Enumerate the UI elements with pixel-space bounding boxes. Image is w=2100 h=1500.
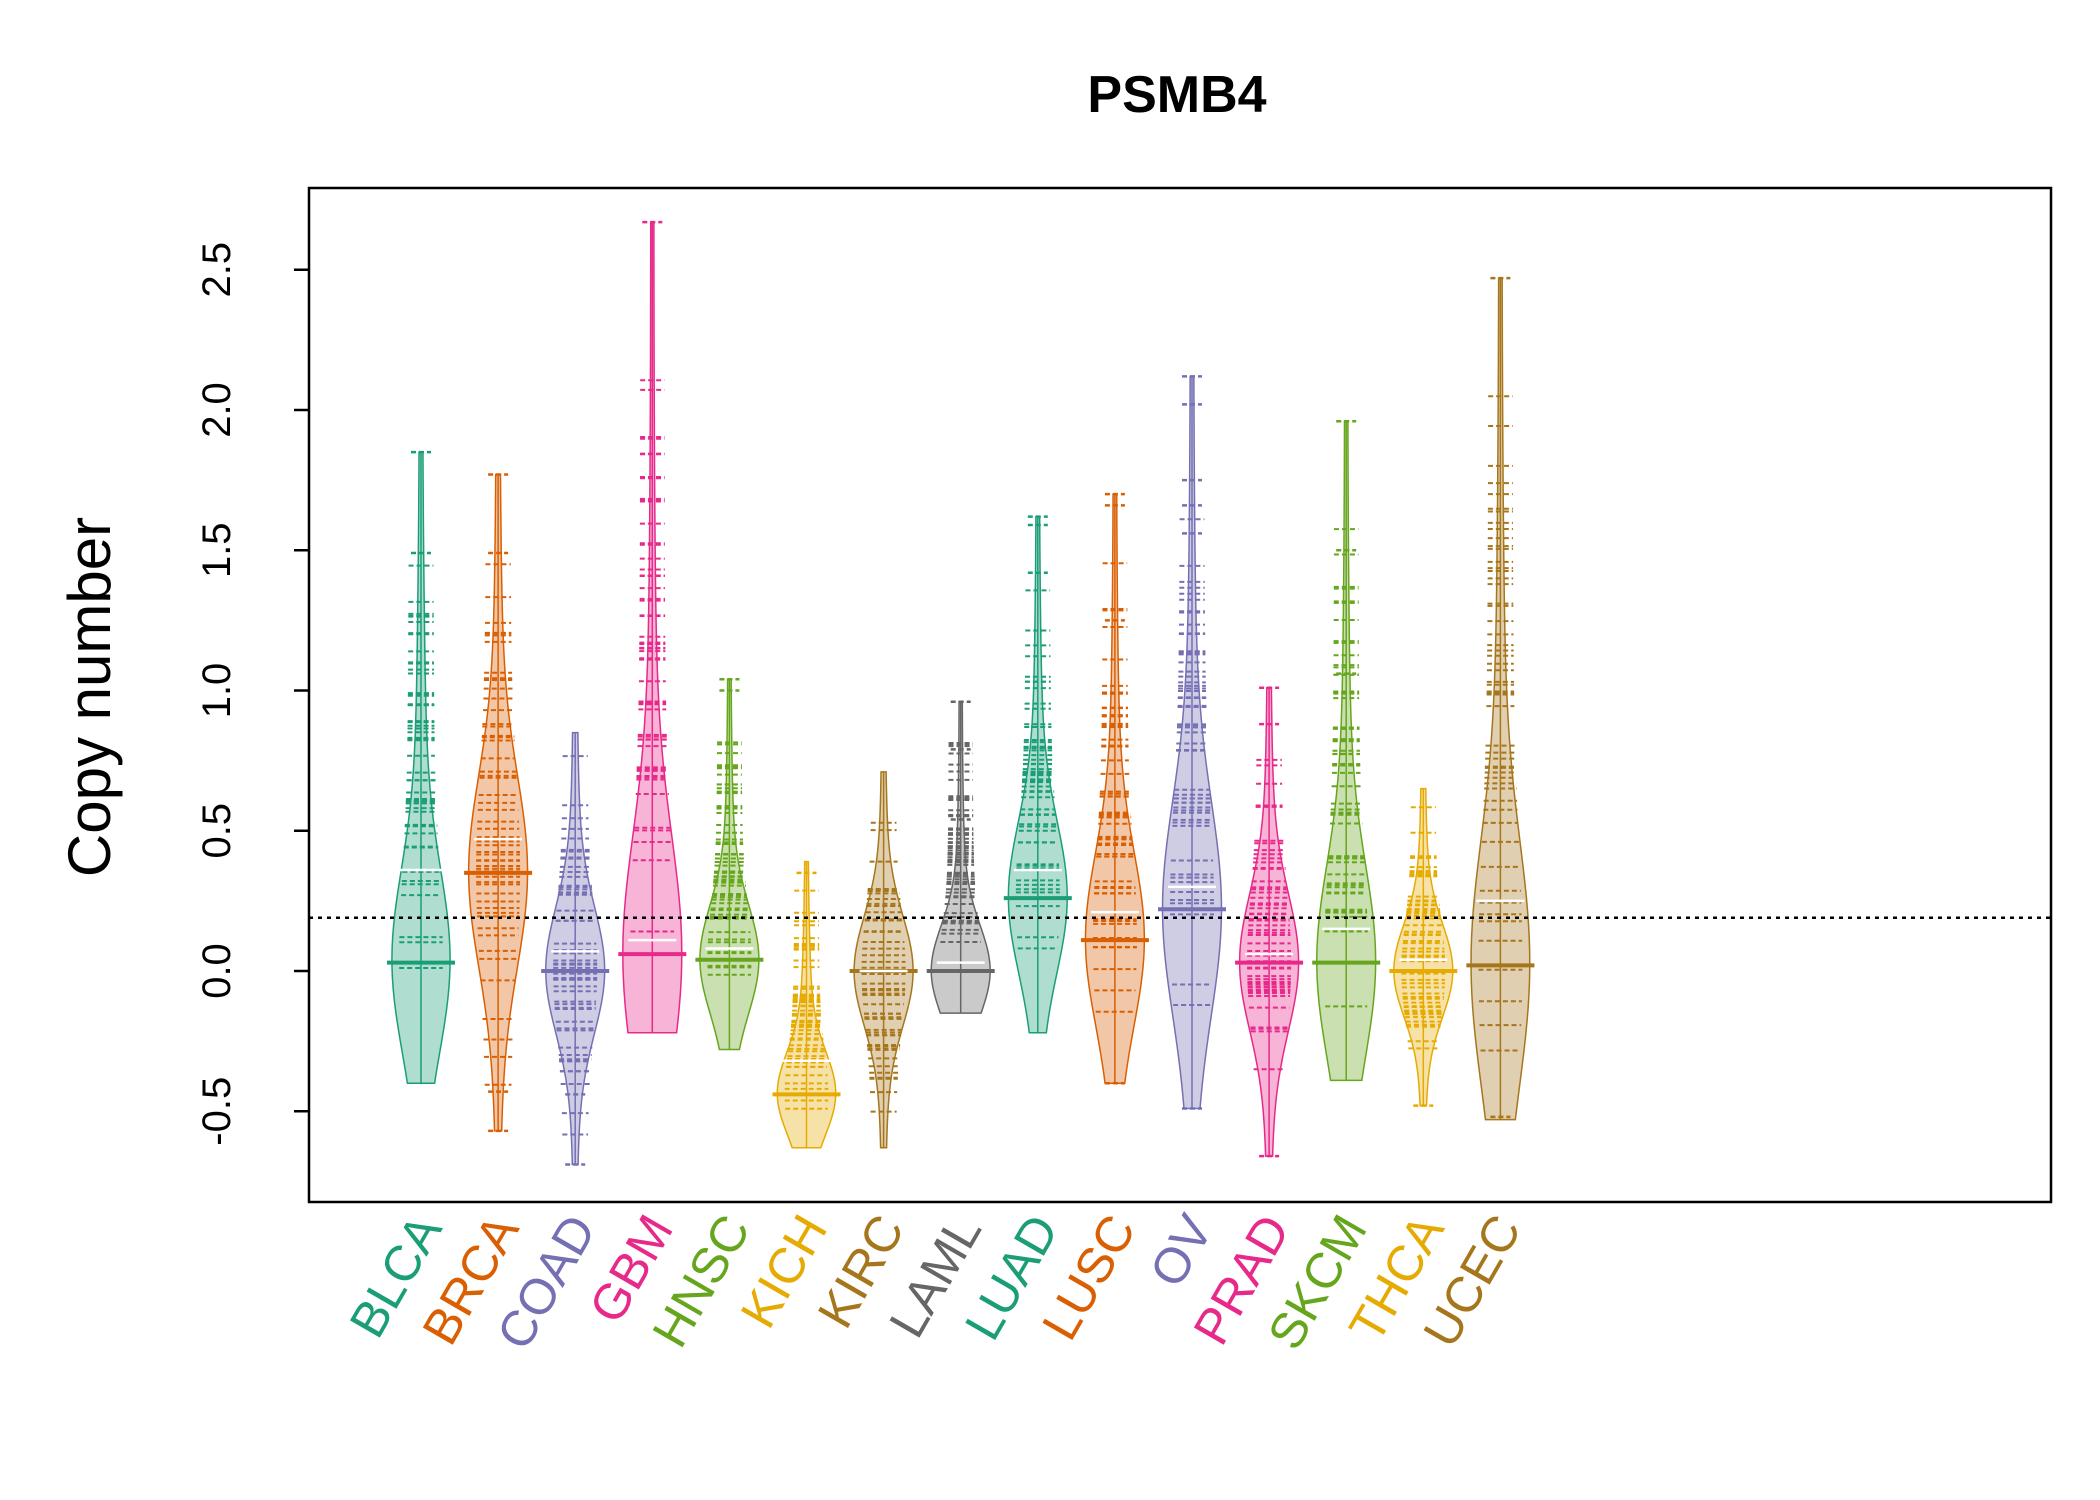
y-tick-label: 0.5 <box>195 803 239 859</box>
bean-luad <box>1003 515 1072 1034</box>
bean-hnsc <box>695 678 764 1051</box>
bean-lusc <box>1080 492 1149 1085</box>
bean-blca <box>387 450 455 1084</box>
bean-thca <box>1389 787 1458 1107</box>
y-axis: -0.5 0.0 0.5 1.0 1.5 2.0 2.5 <box>195 242 309 1146</box>
bean-prad <box>1235 686 1304 1158</box>
beans-layer <box>387 220 1535 1166</box>
y-axis-label: Copy number <box>56 517 123 877</box>
y-tick-label: 2.0 <box>195 382 239 438</box>
chart-title: PSMB4 <box>1087 66 1266 124</box>
bean-ov <box>1158 375 1226 1110</box>
bean-laml <box>926 700 995 1014</box>
bean-ucec <box>1466 276 1535 1121</box>
bean-skcm <box>1312 419 1381 1082</box>
bean-kich <box>772 860 841 1149</box>
y-tick-label: 2.5 <box>195 242 239 298</box>
bean-brca <box>464 473 533 1133</box>
y-tick-label: 0.0 <box>195 943 239 999</box>
plot-frame <box>307 186 2053 1204</box>
bean-gbm <box>618 220 687 1034</box>
y-tick-label: 1.5 <box>195 522 239 578</box>
bean-coad <box>541 731 610 1166</box>
bean-kirc <box>849 771 918 1149</box>
y-tick-label: -0.5 <box>195 1077 239 1146</box>
y-tick-label: 1.0 <box>195 663 239 719</box>
